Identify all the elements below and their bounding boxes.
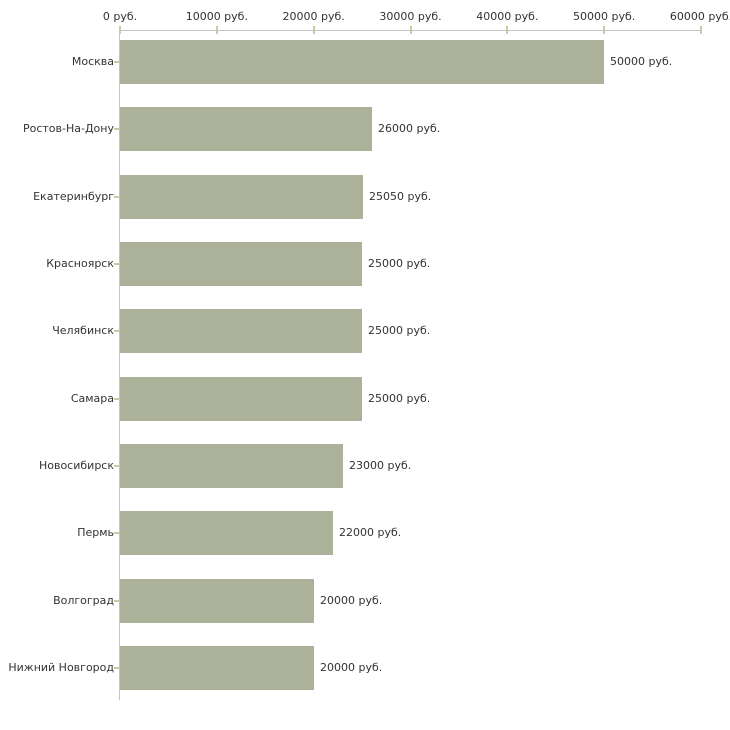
category-label: Ростов-На-Дону [22,122,114,136]
category-tick [114,464,120,467]
bar [120,443,343,488]
category-label: Новосибирск [38,458,114,472]
value-label: 20000 руб. [320,593,383,607]
category-label: Москва [71,55,114,68]
category-label: Челябинск [52,324,114,338]
x-axis-tick [119,26,121,34]
x-axis-tick [603,26,606,34]
x-axis-tick-label: 30000 руб. [379,10,442,23]
category-label: Нижний Новгород [8,660,114,674]
x-axis-tick-label: 50000 руб. [573,10,636,23]
bar [120,511,333,556]
category-tick [114,599,120,602]
bar [120,40,604,84]
value-label: 25000 руб. [368,391,431,405]
value-label: 50000 руб. [610,55,673,68]
bar [120,309,362,354]
value-label: 22000 руб. [339,526,402,540]
y-axis-line [119,30,120,700]
bar [120,241,362,286]
category-label: Екатеринбург [33,189,114,203]
category-label: Самара [70,391,114,405]
category-tick [114,61,120,63]
value-label: 20000 руб. [320,660,383,674]
value-label: 25000 руб. [368,256,431,270]
category-tick [114,532,120,535]
bar [120,376,362,421]
x-axis-tick-label: 10000 руб. [185,10,248,23]
x-axis-tick [215,26,218,34]
bar [120,578,314,623]
bar [120,107,372,152]
category-tick [114,128,120,131]
category-label: Красноярск [46,256,114,270]
x-axis-tick-label: 0 руб. [102,10,138,23]
x-axis-tick [312,26,315,34]
x-axis-tick [409,26,412,34]
category-tick [114,330,120,333]
x-axis-tick [506,26,509,34]
bar [120,174,363,219]
category-tick [114,195,120,198]
bar [120,645,314,690]
category-label: Волгоград [53,593,114,607]
value-label: 25000 руб. [368,324,431,338]
value-label: 26000 руб. [378,122,441,136]
x-axis-tick-label: 40000 руб. [476,10,539,23]
x-axis-tick-label: 20000 руб. [282,10,345,23]
category-tick [114,397,120,400]
category-tick [114,262,120,265]
value-label: 25050 руб. [369,189,432,203]
category-tick [114,666,120,669]
category-label: Пермь [77,526,114,540]
x-axis-tick-label: 60000 руб. [669,10,730,23]
x-axis-tick [700,26,702,34]
value-label: 23000 руб. [349,458,412,472]
